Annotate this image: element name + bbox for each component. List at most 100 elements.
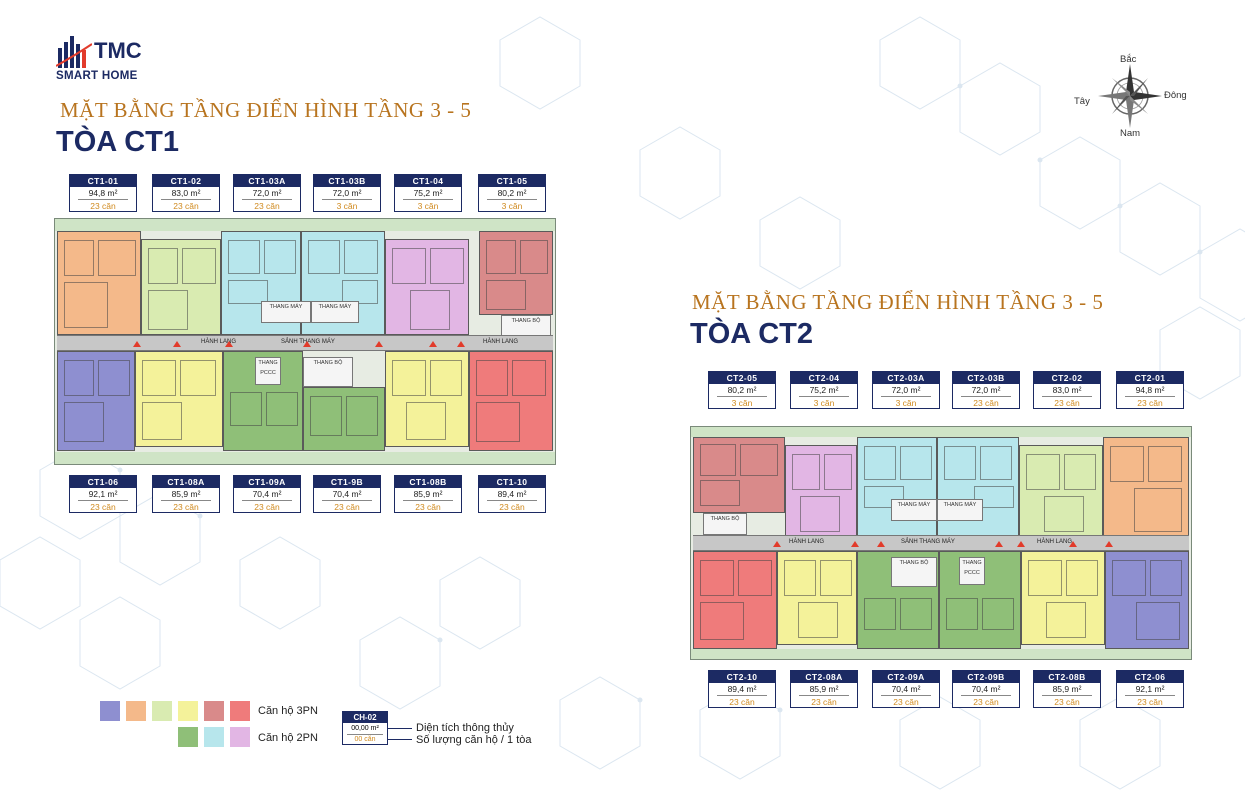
- compass-rose-icon: [1098, 64, 1162, 128]
- unit-ct2-06[interactable]: [1105, 551, 1189, 649]
- unit-ct1-02[interactable]: [141, 239, 221, 335]
- unit-tag: CT1-03B 72,0 m² 3 căn: [313, 174, 381, 212]
- entrance-arrow-icon: [133, 341, 141, 347]
- legend-swatch: [100, 701, 120, 721]
- unit-ct2-08b[interactable]: [1021, 551, 1105, 645]
- legend-3pn-label: Căn hộ 3PN: [258, 705, 318, 717]
- unit-ct2-03a[interactable]: [857, 437, 937, 541]
- unit-ct1-08b[interactable]: [385, 351, 469, 447]
- elevator: THANG MÁY: [311, 301, 359, 323]
- unit-area: 75,2 m²: [799, 384, 849, 397]
- unit-count: 3 căn: [731, 398, 753, 408]
- unit-code: CT2-08B: [1034, 671, 1100, 683]
- unit-count: 23 căn: [254, 502, 280, 512]
- unit-count: 3 căn: [813, 398, 835, 408]
- unit-ct1-06[interactable]: [57, 351, 135, 451]
- unit-area: 80,2 m²: [717, 384, 767, 397]
- unit-ct2-03b[interactable]: [937, 437, 1019, 541]
- legend-swatch: [230, 701, 250, 721]
- stairwell: THANG BỘ: [501, 315, 551, 337]
- unit-count: 23 căn: [90, 201, 116, 211]
- unit-code: CT1-10: [479, 476, 545, 488]
- unit-code: CT1-03B: [314, 175, 380, 187]
- unit-area: 72,0 m²: [881, 384, 931, 397]
- unit-ct2-05[interactable]: [693, 437, 785, 513]
- unit-ct1-08a[interactable]: [135, 351, 223, 447]
- unit-count: 23 căn: [334, 502, 360, 512]
- unit-count: 23 căn: [973, 697, 999, 707]
- legend-area-note: Diện tích thông thủy: [416, 722, 514, 734]
- entrance-arrow-icon: [457, 341, 465, 347]
- unit-code: CT1-09A: [234, 476, 300, 488]
- entrance-arrow-icon: [851, 541, 859, 547]
- entrance-arrow-icon: [173, 341, 181, 347]
- unit-tag: CT1-05 80,2 m² 3 căn: [478, 174, 546, 212]
- ct1-title: TÒA CT1: [56, 126, 179, 158]
- unit-code: CT2-01: [1117, 372, 1183, 384]
- unit-count: 3 căn: [895, 398, 917, 408]
- unit-ct2-10[interactable]: [693, 551, 777, 649]
- unit-tag: CT1-08B 85,9 m² 23 căn: [394, 475, 462, 513]
- unit-count: 3 căn: [336, 201, 358, 211]
- elevator: THANG MÁY: [937, 499, 983, 521]
- unit-area: 92,1 m²: [1125, 683, 1175, 696]
- unit-area: 72,0 m²: [242, 187, 292, 200]
- unit-area: 94,8 m²: [78, 187, 128, 200]
- unit-code: CT1-02: [153, 175, 219, 187]
- unit-ct1-01[interactable]: [57, 231, 141, 335]
- legend-swatch: [230, 727, 250, 747]
- corridor-label: HÀNH LANG: [1037, 539, 1073, 545]
- unit-area: 70,4 m²: [322, 488, 372, 501]
- unit-area: 70,4 m²: [961, 683, 1011, 696]
- entrance-arrow-icon: [1069, 541, 1077, 547]
- ct2-title: TÒA CT2: [690, 318, 813, 350]
- brand-name: TMC: [94, 38, 142, 63]
- unit-code: CT1-08A: [153, 476, 219, 488]
- unit-count: 23 căn: [90, 502, 116, 512]
- corridor-label: HÀNH LANG: [201, 339, 237, 345]
- compass-south-label: Nam: [1120, 128, 1141, 139]
- ct2-floor-plan: THANG BỘ THANG MÁY THANG MÁY HÀNH LANG S…: [690, 426, 1192, 660]
- unit-ct2-01[interactable]: [1103, 437, 1189, 541]
- stairwell: THANG BỘ: [891, 557, 937, 587]
- legend-swatch: [204, 701, 224, 721]
- unit-area: 92,1 m²: [78, 488, 128, 501]
- unit-ct1-04[interactable]: [385, 239, 469, 335]
- unit-count: 00 căn: [354, 736, 376, 743]
- unit-tag: CT1-06 92,1 m² 23 căn: [69, 475, 137, 513]
- unit-code: CT2-04: [791, 372, 857, 384]
- legend-connector: [388, 728, 412, 729]
- unit-area: 94,8 m²: [1125, 384, 1175, 397]
- unit-area: 89,4 m²: [717, 683, 767, 696]
- unit-count: 23 căn: [173, 201, 199, 211]
- unit-count: 23 căn: [1137, 398, 1163, 408]
- building-logo-icon: [56, 36, 92, 68]
- unit-code: CT1-01: [70, 175, 136, 187]
- unit-code: CT2-02: [1034, 372, 1100, 384]
- unit-tag: CT2-09A 70,4 m² 23 căn: [872, 670, 940, 708]
- unit-count: 23 căn: [173, 502, 199, 512]
- unit-ct1-05[interactable]: [479, 231, 553, 315]
- unit-ct2-08a[interactable]: [777, 551, 857, 645]
- unit-code: CT1-05: [479, 175, 545, 187]
- legend-swatch: [126, 701, 146, 721]
- unit-code: CT2-03A: [873, 372, 939, 384]
- fire-stair: THANG PCCC: [255, 357, 281, 385]
- unit-tag: CT1-08A 85,9 m² 23 căn: [152, 475, 220, 513]
- elevator: THANG MÁY: [891, 499, 937, 521]
- unit-code: CT2-08A: [791, 671, 857, 683]
- unit-count: 23 căn: [811, 697, 837, 707]
- legend-2pn-label: Căn hộ 2PN: [258, 732, 318, 744]
- unit-tag: CT2-01 94,8 m² 23 căn: [1116, 371, 1184, 409]
- unit-ct1-9b[interactable]: [303, 387, 385, 451]
- unit-code: CT1-04: [395, 175, 461, 187]
- unit-tag: CT1-09A 70,4 m² 23 căn: [233, 475, 301, 513]
- brand-tagline: SMART HOME: [56, 70, 138, 82]
- entrance-arrow-icon: [773, 541, 781, 547]
- unit-ct2-02[interactable]: [1019, 445, 1103, 541]
- unit-ct1-10[interactable]: [469, 351, 553, 451]
- unit-count: 3 căn: [501, 201, 523, 211]
- unit-code: CH-02: [343, 712, 387, 723]
- unit-ct2-04[interactable]: [785, 445, 857, 541]
